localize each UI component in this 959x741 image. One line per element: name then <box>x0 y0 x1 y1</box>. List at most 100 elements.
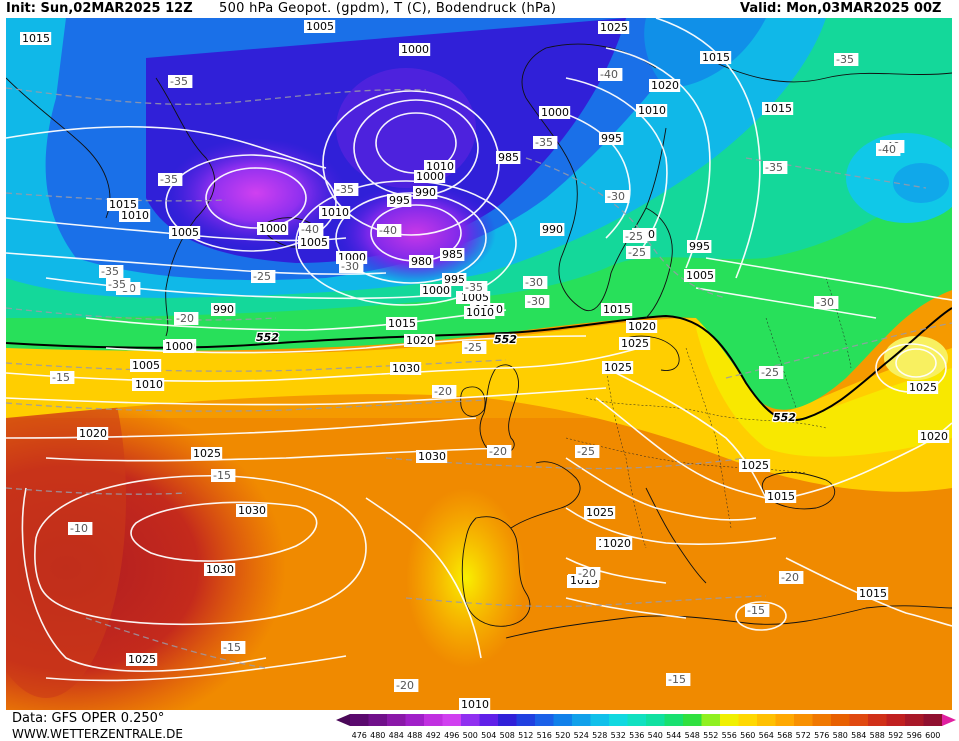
temperature-label: -30 <box>339 260 364 273</box>
temperature-label-bg <box>106 278 131 291</box>
isobar-label: 1000 <box>539 106 571 119</box>
colorbar-tick-label: 600 <box>925 731 940 740</box>
isobar-label-bg <box>649 79 681 92</box>
temperature-label: -40 <box>876 143 901 156</box>
colorbar-swatch <box>701 714 721 726</box>
temperature-label-text: -35 <box>108 278 126 291</box>
isobar-label-text: 1015 <box>764 102 792 115</box>
colorbar-tick-label: 500 <box>463 731 478 740</box>
isobar-label-text: 1025 <box>741 459 769 472</box>
isobar-label: 1025 <box>602 361 634 374</box>
isobar-label: 995 <box>687 240 712 253</box>
isobar-label: 1000 <box>420 284 452 297</box>
temperature-label-text: -30 <box>816 296 834 309</box>
temperature-label-bg <box>598 68 623 81</box>
isobar-label-text: 1010 <box>321 206 349 219</box>
isobar-label-bg <box>414 170 446 183</box>
temperature-label-bg <box>666 673 691 686</box>
isobar-label-bg <box>540 223 565 236</box>
temperature-label-text: -40 <box>878 143 896 156</box>
temperature-label-text: -25 <box>464 341 482 354</box>
isobar-label: 1025 <box>907 381 939 394</box>
temperature-label: -10 <box>68 522 93 535</box>
map-header: Init: Sun,02MAR2025 12Z 500 hPa Geopot. … <box>0 0 959 18</box>
temperature-label: -35 <box>168 75 193 88</box>
isobar-label-bg <box>626 320 658 333</box>
colorbar-swatch <box>424 714 443 726</box>
isobar-label-text: 1000 <box>259 222 287 235</box>
temperature-label: -15 <box>745 604 770 617</box>
colorbar-swatch <box>516 714 536 726</box>
temperature-label-text: -25 <box>577 445 595 458</box>
isobar-label-text: 1020 <box>79 427 107 440</box>
isobar-label-text: 1025 <box>586 506 614 519</box>
isobar-label: 1010 <box>119 209 151 222</box>
isobar-label-bg <box>684 269 716 282</box>
isobar-label-bg <box>464 306 496 319</box>
isobar-label-text: 1000 <box>541 106 569 119</box>
forecast-map: 1015 1005 1000 1025 1015 1020 1010 1000 995 1015 1… <box>6 18 952 710</box>
isobar-label: 995 <box>442 273 467 286</box>
temperature-label-text: -15 <box>223 641 241 654</box>
isobar-label: 1005 <box>684 269 716 282</box>
isobar-label: 1000 <box>163 340 195 353</box>
isobar-label-bg <box>918 430 950 443</box>
isobar-label: 1015 <box>762 102 794 115</box>
colorbar-tick-label: 516 <box>537 731 552 740</box>
isobar-label-text: 1005 <box>461 291 489 304</box>
colorbar: 476 480 484 488 492 496 500 504 508 512 516 520 524 5… <box>336 714 956 740</box>
colorbar-tick-label: 552 <box>703 731 718 740</box>
temperature-label-bg <box>487 445 512 458</box>
isobar-label: 1010 <box>636 104 668 117</box>
isobar-label: 990 <box>540 223 565 236</box>
colorbar-arrow-right <box>942 714 956 726</box>
colorbar-tick-label: 544 <box>666 731 681 740</box>
geopotential-label: 552 <box>494 333 517 346</box>
isobar-label-text: 1025 <box>621 337 649 350</box>
isobar-label-bg <box>409 255 434 268</box>
colorbar-tick-label: 532 <box>611 731 626 740</box>
colorbar-tick-label: 540 <box>648 731 663 740</box>
colorbar-swatch <box>868 714 887 726</box>
isobar-label: 1015 <box>857 587 889 600</box>
isobar-label-text: 1020 <box>628 320 656 333</box>
colorbar-tick-label: 536 <box>629 731 644 740</box>
isobar-label-bg <box>420 284 452 297</box>
isobar-label-bg <box>601 537 633 550</box>
temperature-label-text: -15 <box>213 469 231 482</box>
isobar-label-bg <box>126 653 158 666</box>
colorbar-tick-label: 496 <box>444 731 459 740</box>
init-time: Init: Sun,02MAR2025 12Z <box>6 1 193 16</box>
isobar-label-text: 1000 <box>401 43 429 56</box>
isobar-label: 995 <box>387 194 412 207</box>
temperature-label-bg <box>168 75 193 88</box>
isobar-label-text: 1015 <box>388 317 416 330</box>
temperature-label: -30 <box>605 190 630 203</box>
isobar-label-text: 990 <box>213 303 234 316</box>
temperature-label-text: -40 <box>379 224 397 237</box>
colorbar-swatch <box>886 714 906 726</box>
isobar-label-bg <box>762 102 794 115</box>
isobar-label-bg <box>298 236 330 249</box>
temperature-label: -35 <box>334 183 359 196</box>
isobar-label: 1005 <box>298 236 330 249</box>
isobar-label-bg <box>857 587 889 600</box>
temperature-label-bg <box>759 366 784 379</box>
colorbar-swatch <box>646 714 665 726</box>
isobar-label-bg <box>459 291 491 304</box>
temperature-label: -25 <box>462 341 487 354</box>
isobar-label-bg <box>107 198 139 211</box>
colorbar-tick-label: 556 <box>722 731 737 740</box>
temperature-label-bg <box>623 230 648 243</box>
isobar-label-bg <box>20 32 52 45</box>
temperature-label-text: -20 <box>434 385 452 398</box>
isobar-label: 1030 <box>204 563 236 576</box>
isobar-label-text: 1020 <box>651 79 679 92</box>
isobar-label-bg <box>387 194 412 207</box>
colorbar-swatch <box>461 714 480 726</box>
isobar-label-text: 1020 <box>603 537 631 550</box>
isobar-label: 1005 <box>304 20 336 33</box>
colorbar-swatch <box>572 714 591 726</box>
isobar-label-text: 1005 <box>686 269 714 282</box>
temperature-label: -30 <box>814 296 839 309</box>
